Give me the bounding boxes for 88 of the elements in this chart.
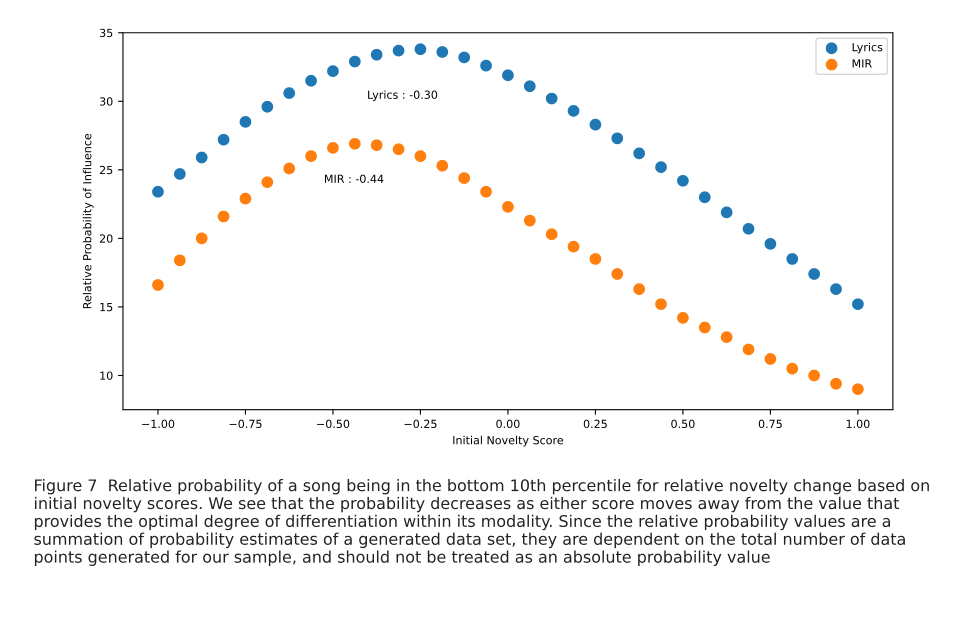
point <box>392 143 404 156</box>
point <box>568 240 580 252</box>
point <box>174 168 186 180</box>
point <box>502 69 514 82</box>
point <box>305 150 317 162</box>
point <box>502 201 514 213</box>
point <box>852 383 864 396</box>
point <box>327 142 339 154</box>
point <box>196 232 208 244</box>
point <box>698 191 711 204</box>
point <box>786 253 798 265</box>
point <box>611 268 624 280</box>
annotation: MIR : -0.44 <box>325 174 384 183</box>
point <box>240 192 252 204</box>
point <box>568 105 580 117</box>
point <box>655 161 667 173</box>
point <box>370 139 383 152</box>
point <box>283 87 296 99</box>
point <box>546 92 558 104</box>
point <box>436 160 448 172</box>
point <box>808 268 820 280</box>
x-tick-label: −0.25 <box>404 420 436 428</box>
point <box>655 298 667 310</box>
x-axis-title: Initial Novelty Score <box>453 436 564 447</box>
point <box>370 48 383 61</box>
point <box>720 331 732 343</box>
point <box>174 254 186 266</box>
y-tick-label: 25 <box>100 166 112 174</box>
annotation: Lyrics : -0.30 <box>368 90 438 102</box>
point <box>458 52 470 64</box>
x-tick-label: 0.25 <box>584 420 607 428</box>
point <box>830 283 842 295</box>
point <box>480 60 492 72</box>
caption: Figure 7 Relative probability of a song being in the bottom 10th percentile for relative novelty change based on initial novelty scores. We see that the probability decreases as either score moves away from the value that provides the optimal degree of differentiation within its modality. Since the relative probability values are a summation of probability estimates of a generated data set, they are dependent on the total number of data points generated for our sample, and should not be treated as an absolute probability value <box>34 478 929 566</box>
point <box>152 279 164 291</box>
legend-label: Lyrics <box>852 42 882 54</box>
point <box>720 206 732 218</box>
point <box>305 74 317 87</box>
point <box>611 132 624 144</box>
point <box>348 56 361 68</box>
point <box>436 46 448 58</box>
point <box>458 172 470 184</box>
point <box>852 298 864 310</box>
point <box>261 176 274 188</box>
point <box>524 80 536 92</box>
point <box>786 362 798 374</box>
point <box>283 162 296 174</box>
point <box>414 43 426 56</box>
point <box>742 344 754 356</box>
x-tick-label: −0.75 <box>230 420 262 428</box>
point <box>677 174 689 187</box>
x-tick-label: 0.50 <box>671 420 695 428</box>
x-tick-label: 0.00 <box>496 420 520 428</box>
y-tick-label: 35 <box>100 28 112 38</box>
point <box>327 65 339 77</box>
y-tick-label: 15 <box>100 303 112 312</box>
y-axis-title: Relative Probability of Influence <box>82 134 94 308</box>
point <box>152 186 164 198</box>
point <box>348 138 361 150</box>
x-tick-label: 1.00 <box>846 420 870 428</box>
point <box>524 214 536 226</box>
point <box>414 150 426 162</box>
y-tick-label: 30 <box>100 97 113 106</box>
point <box>633 148 646 160</box>
x-tick-label: 0.75 <box>758 420 782 428</box>
point <box>590 118 602 130</box>
y-tick-label: 20 <box>100 234 113 243</box>
point <box>830 378 842 390</box>
point <box>742 222 754 235</box>
point <box>633 283 646 295</box>
point <box>480 186 492 198</box>
point <box>240 116 252 128</box>
x-tick-label: −0.50 <box>317 420 350 428</box>
point <box>677 312 689 324</box>
point <box>808 370 820 382</box>
point <box>764 238 776 250</box>
legend-label: MIR <box>852 59 872 68</box>
point <box>218 134 230 146</box>
point <box>392 44 404 56</box>
point <box>261 100 274 113</box>
y-tick-label: 10 <box>100 371 113 380</box>
x-tick-label: −1.00 <box>142 420 174 428</box>
point <box>590 253 602 265</box>
point <box>196 152 208 164</box>
point <box>218 210 230 222</box>
point <box>764 353 776 365</box>
point <box>698 322 711 334</box>
point <box>546 228 558 240</box>
